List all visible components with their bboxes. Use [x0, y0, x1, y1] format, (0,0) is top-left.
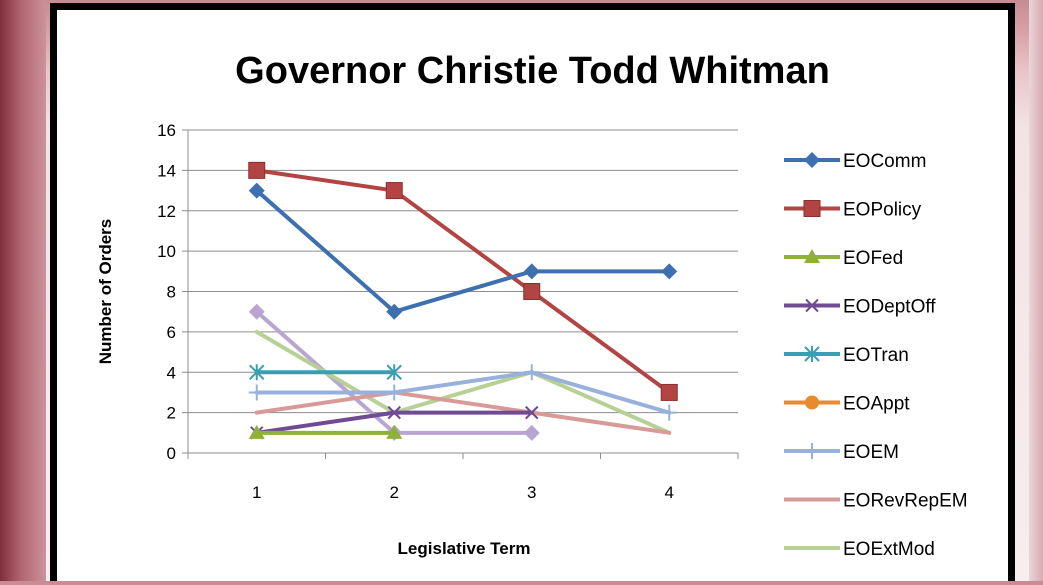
legend-label-eoappt: EOAppt — [843, 394, 910, 415]
data-point-eotran — [386, 364, 402, 381]
data-point-eopolicy — [523, 283, 541, 300]
series-line-eorevrepem — [254, 390, 672, 435]
legend-marker-eopolicy — [803, 200, 821, 217]
data-point-eocomm — [523, 263, 540, 280]
y-tick-label: 12 — [157, 202, 176, 221]
legend-marker-eotran — [804, 346, 820, 362]
legend-marker-eoappt — [805, 395, 819, 410]
y-tick-label: 10 — [157, 242, 176, 261]
x-tick-label: 1 — [252, 483, 261, 502]
x-tick-label: 3 — [527, 483, 536, 502]
legend-label-eoextmod: EOExtMod — [843, 539, 935, 560]
data-point-unnamed-9 — [523, 424, 540, 441]
data-point-eofed — [386, 424, 403, 439]
data-point-eopolicy — [385, 182, 403, 200]
legend-label-eofed: EOFed — [843, 248, 903, 269]
legend-marker-eoem — [804, 443, 820, 459]
data-point-eofed — [248, 424, 265, 439]
data-point-eoem — [661, 404, 678, 421]
data-point-eodeptoff — [387, 405, 401, 420]
x-tick-label: 4 — [665, 483, 674, 502]
slide-background-left — [0, 0, 46, 581]
data-point-eocomm — [661, 263, 678, 280]
legend-label-eotran: EOTran — [843, 345, 909, 366]
y-axis-title: Number of Orders — [96, 219, 115, 364]
y-tick-label: 6 — [167, 323, 176, 342]
y-tick-label: 16 — [157, 121, 176, 140]
data-point-eoem — [386, 384, 403, 401]
legend-label-eodeptoff: EODeptOff — [843, 297, 936, 318]
y-tick-label: 8 — [167, 283, 176, 302]
legend-marker-eofed — [804, 249, 820, 263]
data-point-eopolicy — [660, 383, 678, 401]
data-point-eopolicy — [248, 161, 266, 179]
legend-label-eoem: EOEM — [843, 442, 899, 463]
slide-background-right — [1029, 0, 1043, 581]
y-tick-label: 14 — [157, 161, 176, 180]
data-point-eoem — [523, 364, 540, 381]
data-point-unnamed-9 — [248, 303, 265, 320]
data-point-eoem — [248, 384, 265, 401]
chart-title: Governor Christie Todd Whitman — [235, 50, 830, 92]
y-tick-label: 2 — [167, 404, 176, 423]
y-tick-label: 4 — [167, 363, 176, 382]
legend-label-eopolicy: EOPolicy — [843, 200, 922, 221]
chart-frame: Governor Christie Todd Whitman 0 2 4 6 8 10 12… — [50, 3, 1015, 581]
y-tick-label: 0 — [167, 444, 176, 463]
data-point-eotran — [249, 364, 265, 381]
x-tick-label: 2 — [390, 483, 399, 502]
data-point-eocomm — [386, 303, 403, 320]
data-point-eocomm — [248, 182, 265, 199]
data-point-eodeptoff — [525, 405, 539, 420]
x-axis-title: Legislative Term — [398, 539, 531, 558]
series-line-eocomm — [254, 188, 672, 314]
legend-label-eocomm: EOComm — [843, 151, 926, 172]
series-line-eoem — [254, 370, 672, 415]
series-line-eopolicy — [254, 168, 672, 395]
legend-marker-eodeptoff — [805, 298, 819, 313]
legend-marker-eocomm — [804, 152, 820, 168]
legend-label-eorevrepem: EORevRepEM — [843, 491, 968, 512]
